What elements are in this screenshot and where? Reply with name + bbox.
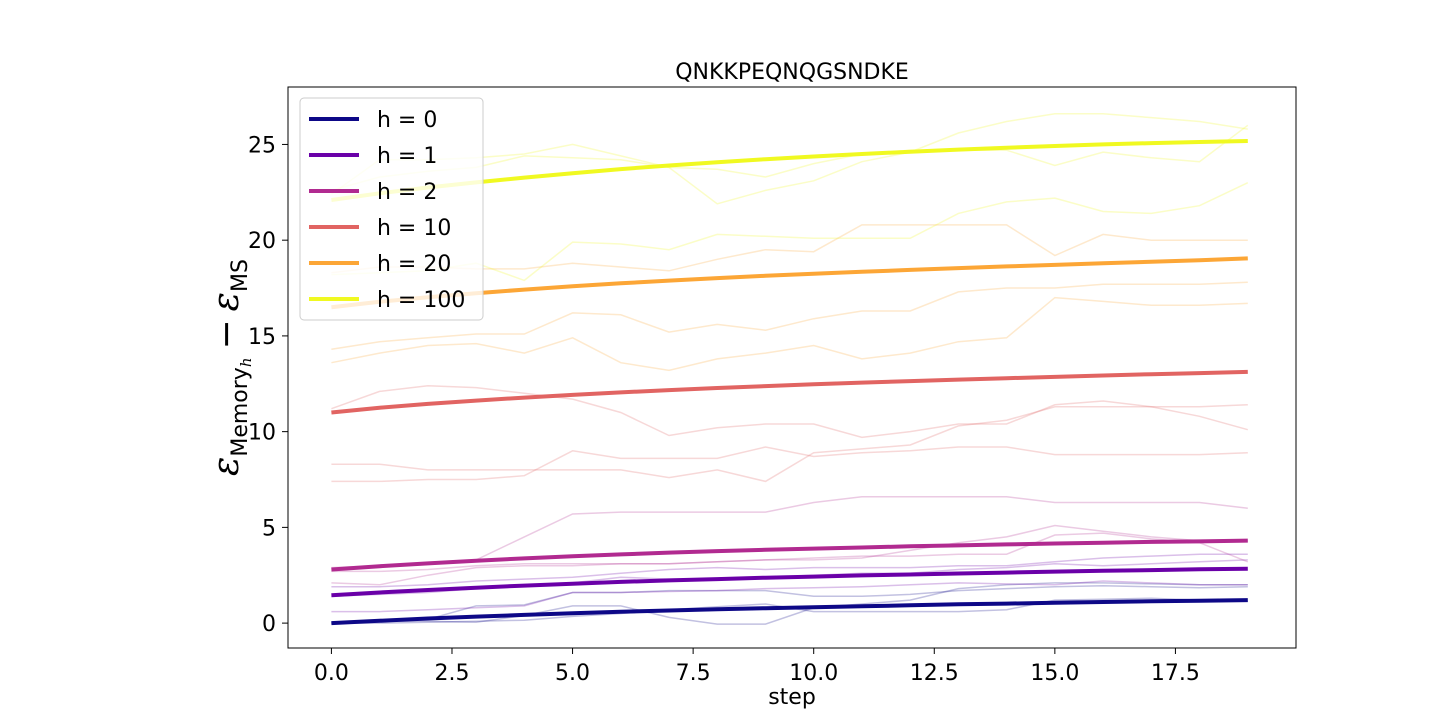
legend-label: h = 10 xyxy=(377,216,451,241)
legend: h = 0 h = 1 h = 2 h = 10 h = 20 h = 100 xyxy=(299,97,484,321)
background-trace-8 xyxy=(331,495,1248,569)
y-label-sub-h: h xyxy=(237,357,255,367)
background-trace-9 xyxy=(331,446,1248,483)
y-tick-label: 0 xyxy=(262,612,276,637)
x-tick-label: 0.0 xyxy=(314,661,349,686)
svg-text:εMemoryh−εMS: εMemoryh−εMS xyxy=(206,259,255,476)
chart-title: QNKKPEQNQGSNDKE xyxy=(675,60,909,85)
y-label-epsilon: ε xyxy=(206,457,247,476)
y-tick-label: 5 xyxy=(262,516,276,541)
background-trace-14 xyxy=(331,224,1248,274)
background-trace-6 xyxy=(331,532,1249,573)
background-trace-17 xyxy=(331,124,1249,192)
plot-area-frame xyxy=(287,86,1297,649)
background-trace-2 xyxy=(331,582,1248,625)
y-tick-label: 15 xyxy=(248,325,276,350)
legend-label: h = 100 xyxy=(377,288,465,313)
y-tick-label: 20 xyxy=(248,229,276,254)
series-line-5 xyxy=(331,139,1248,202)
background-trace-11 xyxy=(331,384,1249,439)
x-tick-label: 12.5 xyxy=(910,661,959,686)
x-tick-label: 2.5 xyxy=(434,661,469,686)
x-tick-label: 7.5 xyxy=(676,661,711,686)
series-line-4 xyxy=(331,256,1248,310)
background-trace-10 xyxy=(331,404,1248,483)
background-trace-16 xyxy=(330,113,1248,205)
background-trace-1 xyxy=(331,585,1248,624)
y-tick-label: 10 xyxy=(248,421,276,446)
background-trace-13 xyxy=(331,281,1248,351)
series-line-3 xyxy=(331,369,1248,415)
y-axis: 0 5 10 15 20 25 xyxy=(248,133,288,637)
legend-label: h = 2 xyxy=(377,180,437,205)
x-tick-label: 17.5 xyxy=(1151,661,1200,686)
legend-label: h = 0 xyxy=(377,108,437,133)
x-tick-label: 10.0 xyxy=(789,661,838,686)
main-series-lines xyxy=(331,139,1248,626)
x-axis: 0.0 2.5 5.0 7.5 10.0 12.5 15.0 17.5 xyxy=(314,648,1200,686)
y-tick-label: 25 xyxy=(248,133,276,158)
y-axis-label: εMemoryh−εMS xyxy=(206,259,255,476)
background-trace-5 xyxy=(331,553,1248,588)
x-tick-label: 5.0 xyxy=(555,661,590,686)
x-axis-label: step xyxy=(768,685,816,710)
series-line-2 xyxy=(331,538,1248,572)
y-label-sub-memory: Memory xyxy=(228,367,253,456)
legend-label: h = 1 xyxy=(377,144,437,169)
background-trace-12 xyxy=(331,296,1248,372)
y-label-minus: − xyxy=(206,319,247,349)
background-trace-3 xyxy=(331,580,1248,613)
y-label-epsilon-2: ε xyxy=(206,292,247,311)
legend-label: h = 20 xyxy=(377,252,451,277)
series-line-0 xyxy=(331,598,1248,626)
series-line-1 xyxy=(331,566,1248,598)
y-label-sub-ms: MS xyxy=(228,259,253,292)
background-trace-15 xyxy=(331,182,1249,282)
x-tick-label: 15.0 xyxy=(1030,661,1079,686)
background-trace-7 xyxy=(331,524,1248,586)
background-traces xyxy=(330,113,1249,625)
